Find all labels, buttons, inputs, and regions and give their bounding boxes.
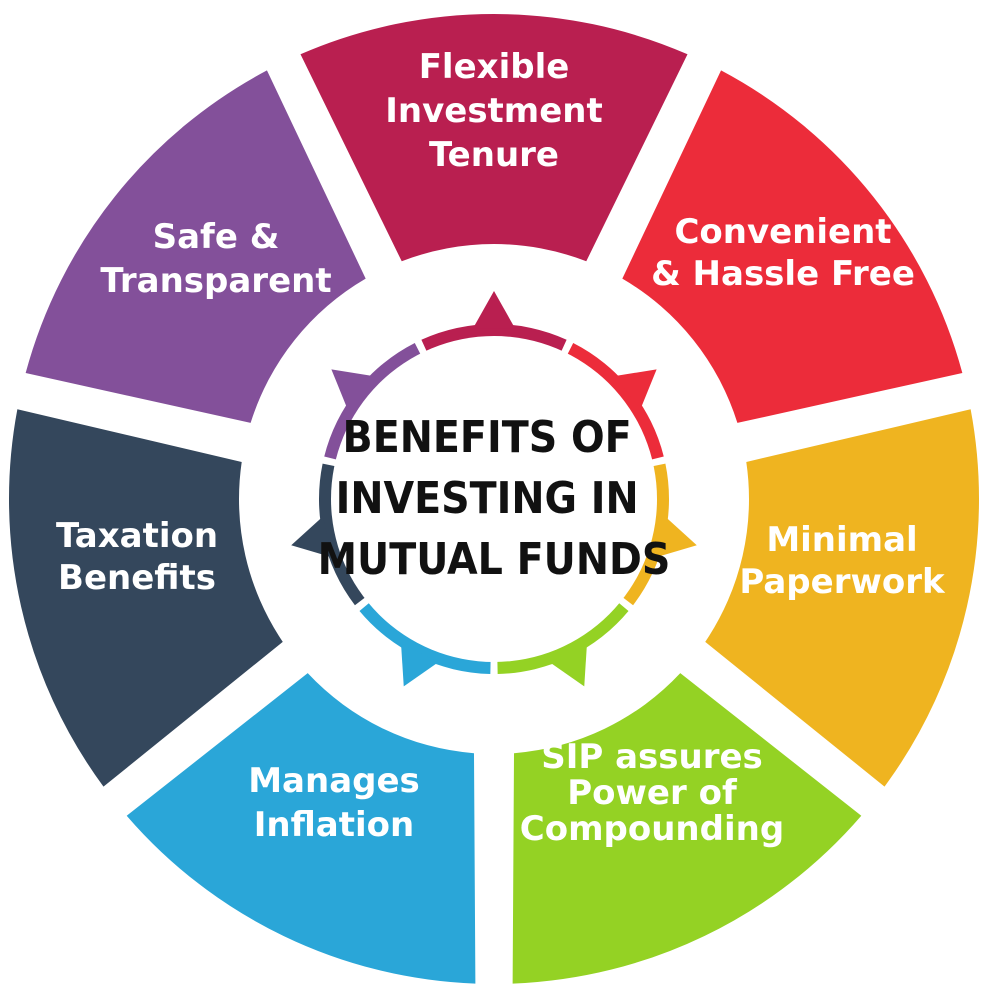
label-taxation-benefits: Taxation Benefits <box>56 516 218 598</box>
label-safe-transparent: Safe & Transparent <box>100 217 331 301</box>
label-flexible-investment-tenure: Flexible Investment Tenure <box>385 47 603 175</box>
segment-manages-inflation <box>126 673 476 984</box>
label-flexible-investment-tenure-line-1: Flexible <box>419 47 570 87</box>
center-title-line-1: BENEFITS OF <box>343 412 632 463</box>
label-flexible-investment-tenure-line-2: Investment <box>385 91 603 131</box>
ring-tooth-flexible-investment-tenure <box>473 291 515 329</box>
label-minimal-paperwork: Minimal Paperwork <box>739 520 946 602</box>
ring-tooth-minimal-paperwork <box>655 516 697 558</box>
label-sip-power-of-compounding-line-3: Compounding <box>520 809 784 849</box>
ring-tooth-convenient-hassle-free <box>614 369 657 409</box>
ring-tooth-taxation-benefits <box>291 516 333 558</box>
segment-taxation-benefits <box>9 409 283 787</box>
segment-labels: Flexible Investment Tenure Convenient & Hass… <box>56 47 946 849</box>
center-title: BENEFITS OF INVESTING IN MUTUAL FUNDS <box>318 412 671 585</box>
ring-tooth-safe-transparent <box>331 369 374 409</box>
center-title-line-2: INVESTING IN <box>336 473 639 524</box>
label-manages-inflation-line-1: Manages <box>248 761 420 801</box>
segment-sip-power-of-compounding <box>512 673 862 984</box>
label-taxation-benefits-line-2: Benefits <box>58 558 216 598</box>
ring-arc-minimal-paperwork <box>621 463 669 606</box>
label-sip-power-of-compounding-line-2: Power of <box>567 773 738 813</box>
label-manages-inflation: Manages Inflation <box>248 761 420 845</box>
ring-tooth-manages-inflation <box>401 643 439 687</box>
segment-convenient-hassle-free <box>622 70 963 423</box>
label-convenient-hassle-free: Convenient & Hassle Free <box>651 212 915 294</box>
segment-minimal-paperwork <box>705 409 980 787</box>
label-convenient-hassle-free-line-1: Convenient <box>674 212 891 252</box>
ring-arc-taxation-benefits <box>318 463 367 606</box>
label-manages-inflation-line-2: Inflation <box>254 805 414 845</box>
center-circle <box>331 336 657 662</box>
label-taxation-benefits-line-1: Taxation <box>56 516 218 556</box>
label-minimal-paperwork-line-2: Paperwork <box>739 562 946 602</box>
label-sip-power-of-compounding: SIP assures Power of Compounding <box>520 737 784 849</box>
label-flexible-investment-tenure-line-3: Tenure <box>429 135 559 175</box>
ring-tooth-sip-power-of-compounding <box>549 643 587 687</box>
label-sip-power-of-compounding-line-1: SIP assures <box>541 737 763 777</box>
label-convenient-hassle-free-line-2: & Hassle Free <box>651 254 915 294</box>
segment-safe-transparent <box>25 70 366 423</box>
center-title-line-3: MUTUAL FUNDS <box>318 534 671 585</box>
wheel-segments <box>9 14 980 984</box>
segment-flexible-investment-tenure <box>300 14 688 262</box>
label-minimal-paperwork-line-1: Minimal <box>766 520 917 560</box>
label-safe-transparent-line-1: Safe & <box>153 217 280 257</box>
label-safe-transparent-line-2: Transparent <box>100 261 331 301</box>
